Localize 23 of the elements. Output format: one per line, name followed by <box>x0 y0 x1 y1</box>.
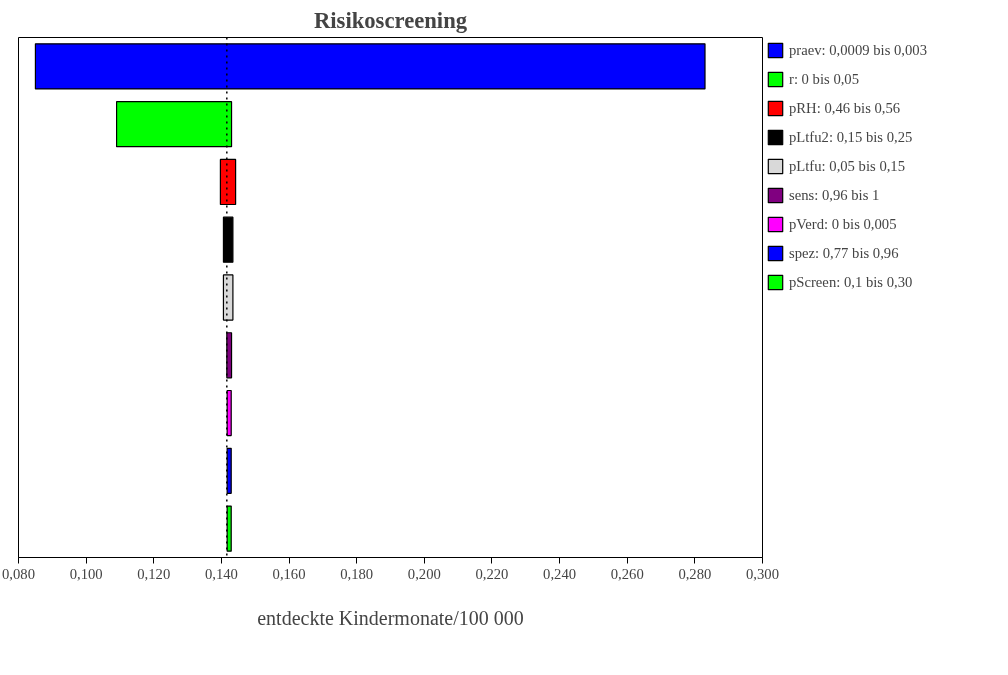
x-tick-label: 0,220 <box>475 565 509 582</box>
x-tick-label: 0,200 <box>407 565 441 582</box>
x-tick-label: 0,300 <box>746 565 779 582</box>
x-tick-label: 0,180 <box>340 565 374 582</box>
legend-label: praev: 0,0009 bis 0,003 <box>789 41 927 59</box>
x-tick-label: 0,120 <box>137 565 171 582</box>
x-tick-label: 0,260 <box>610 565 644 582</box>
x-tick-label: 0,160 <box>272 565 306 582</box>
x-tick-label: 0,140 <box>204 565 238 582</box>
x-axis-title: entdeckte Kindermonate/100 000 <box>257 606 524 629</box>
x-tick-label: 0,080 <box>2 565 35 582</box>
legend-label: spez: 0,77 bis 0,96 <box>789 244 899 262</box>
legend-label: sens: 0,96 bis 1 <box>789 186 880 204</box>
legend-label: pLtfu: 0,05 bis 0,15 <box>789 157 906 175</box>
legend-label: pRH: 0,46 bis 0,56 <box>789 99 901 117</box>
legend-label: r: 0 bis 0,05 <box>789 70 860 88</box>
chart-title: Risikoscreening <box>313 7 468 33</box>
x-tick-label: 0,280 <box>678 565 712 582</box>
legend-label: pLtfu2: 0,15 bis 0,25 <box>789 128 913 146</box>
x-tick-label: 0,100 <box>69 565 103 582</box>
legend-label: pVerd: 0 bis 0,005 <box>789 215 897 233</box>
x-tick-label: 0,240 <box>543 565 577 582</box>
legend-label: pScreen: 0,1 bis 0,30 <box>789 273 913 291</box>
